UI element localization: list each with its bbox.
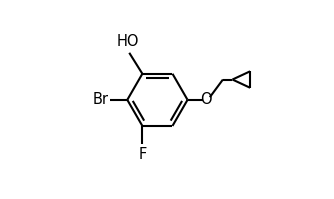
Text: HO: HO	[117, 34, 139, 49]
Text: F: F	[138, 147, 147, 162]
Text: O: O	[200, 92, 212, 107]
Text: Br: Br	[93, 92, 109, 107]
